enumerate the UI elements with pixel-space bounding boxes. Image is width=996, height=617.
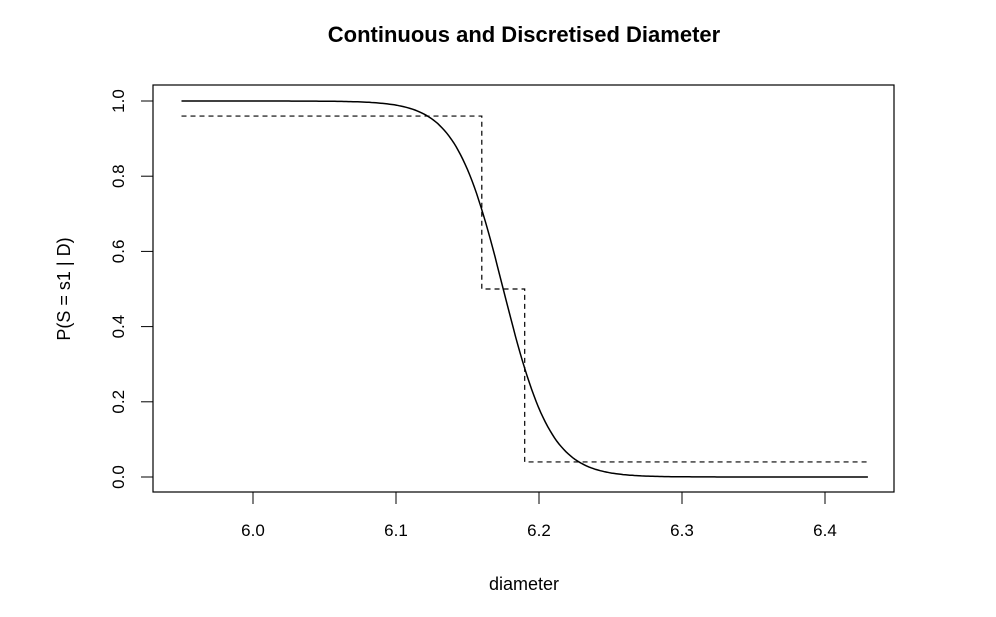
y-tick-label: 1.0	[109, 89, 128, 113]
y-tick-label: 0.0	[109, 465, 128, 489]
x-tick-label: 6.3	[670, 521, 694, 540]
x-tick-label: 6.1	[384, 521, 408, 540]
y-tick-label: 0.4	[109, 315, 128, 339]
x-axis: 6.0 6.1 6.2 6.3 6.4	[241, 491, 837, 540]
y-axis: 0.0 0.2 0.4 0.6 0.8 1.0	[109, 89, 153, 489]
y-tick-label: 0.2	[109, 390, 128, 414]
y-tick-label: 0.6	[109, 240, 128, 264]
y-axis-label: P(S = s1 | D)	[54, 237, 74, 340]
x-axis-label: diameter	[489, 574, 559, 594]
y-tick-label: 0.8	[109, 164, 128, 188]
chart-title: Continuous and Discretised Diameter	[328, 22, 721, 47]
x-tick-label: 6.4	[813, 521, 837, 540]
discretised-series-line	[181, 115, 868, 463]
x-tick-label: 6.2	[527, 521, 551, 540]
x-tick-label: 6.0	[241, 521, 265, 540]
